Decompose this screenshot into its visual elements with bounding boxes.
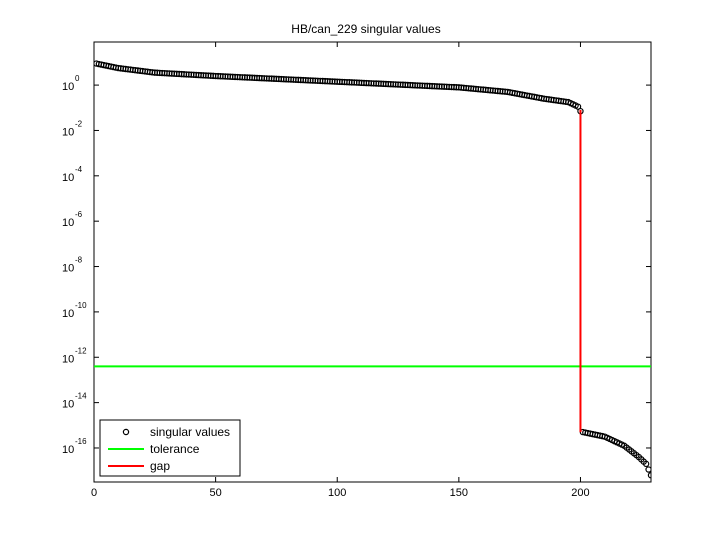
y-tick-label-base: 10 [62,217,74,229]
legend-label: singular values [150,425,230,439]
x-tick-label: 0 [91,487,97,499]
y-tick-label-base: 10 [62,444,74,456]
plot-clip [94,60,651,479]
series-layer [94,60,651,479]
y-tick-label-base: 10 [62,126,74,138]
singular-value-point [645,466,651,473]
x-tick-label: 100 [328,487,346,499]
legend-label: gap [150,459,170,473]
x-tick-label: 150 [450,487,468,499]
singular-value-point [642,460,650,468]
y-tick-label-exponent: 0 [75,74,80,83]
y-tick-label-exponent: -10 [75,301,87,310]
x-tick-label: 200 [571,487,589,499]
y-tick-label-base: 10 [62,263,74,275]
plot-area [93,41,652,483]
y-tick-label-base: 10 [62,308,74,320]
singular-value-point [647,471,651,479]
legend: singular values tolerance gap [99,419,241,477]
x-tick-label: 50 [209,487,221,499]
y-tick-label-exponent: -12 [75,346,87,355]
legend-marker-circle [122,428,130,436]
y-tick-label-base: 10 [62,399,74,411]
plot-frame [93,41,652,483]
y-tick-label-exponent: -2 [75,119,83,128]
y-tick-label-exponent: -8 [75,256,83,265]
y-tick-label-base: 10 [62,81,74,93]
y-tick-label-exponent: -16 [75,437,87,446]
y-tick-label-base: 10 [62,353,74,365]
y-tick-label-exponent: -6 [75,210,83,219]
y-tick-label-exponent: -4 [75,165,83,174]
y-tick-label-base: 10 [62,172,74,184]
x-axis-ticks: 0 50 100 150 200 [91,42,590,499]
y-tick-label-exponent: -14 [75,392,87,401]
legend-label: tolerance [150,442,200,456]
chart-title: HB/can_229 singular values [291,22,440,36]
